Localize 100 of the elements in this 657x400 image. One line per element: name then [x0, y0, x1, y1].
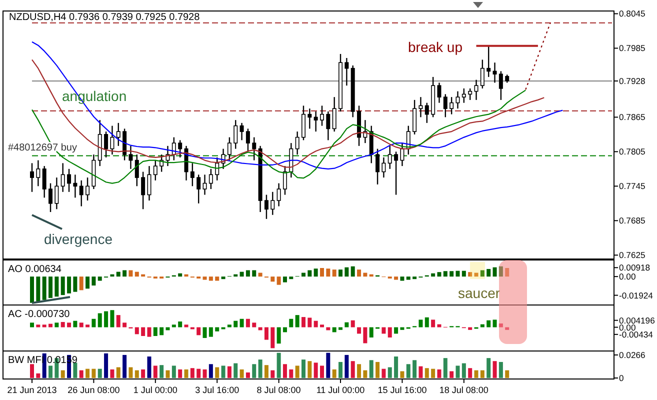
bar	[60, 322, 65, 328]
candlestick	[462, 88, 466, 104]
bar	[215, 276, 220, 281]
bar	[314, 362, 318, 378]
bar	[79, 322, 84, 328]
bar	[92, 276, 96, 286]
bar	[486, 358, 491, 378]
bar	[240, 318, 244, 328]
chart-title: NZDUSD,H4 0.7936 0.7939 0.7925 0.7928	[9, 12, 200, 23]
bar	[208, 327, 213, 337]
bar	[160, 365, 164, 378]
bar	[42, 324, 46, 328]
candlestick	[308, 108, 312, 130]
bar	[505, 268, 510, 277]
candlestick	[86, 176, 90, 202]
annotation: saucer	[458, 285, 500, 301]
bar	[350, 266, 355, 277]
bar	[270, 276, 275, 282]
bar	[289, 369, 294, 378]
bar	[110, 310, 114, 328]
candlestick	[141, 171, 146, 210]
bar	[382, 368, 386, 378]
bar	[326, 352, 330, 378]
y-tick-label: 0.7985	[619, 43, 646, 54]
bar	[326, 268, 330, 277]
candlestick	[437, 82, 442, 104]
candlestick	[147, 165, 152, 202]
candlestick	[376, 148, 380, 186]
bar	[227, 366, 232, 378]
bar	[215, 367, 220, 378]
candlestick	[30, 162, 34, 192]
bar	[505, 327, 510, 330]
bar	[498, 266, 503, 277]
bar	[357, 364, 362, 378]
bar	[350, 320, 355, 328]
bar	[128, 270, 133, 277]
bar	[357, 327, 362, 334]
bar	[86, 324, 90, 328]
bar	[202, 327, 207, 338]
candlestick	[190, 162, 194, 187]
bar	[308, 270, 312, 277]
bar	[344, 267, 349, 277]
bar	[456, 366, 460, 378]
bar	[104, 353, 108, 378]
bar	[60, 276, 65, 296]
bar	[54, 276, 59, 297]
bar	[282, 327, 287, 332]
bar	[116, 367, 120, 378]
bar	[344, 354, 349, 378]
bar	[332, 327, 336, 332]
bar	[184, 324, 188, 328]
bar	[73, 320, 78, 328]
bar	[468, 272, 472, 277]
bar	[270, 370, 275, 378]
bar	[320, 366, 324, 378]
candlestick	[456, 90, 460, 110]
bar	[208, 276, 213, 281]
candlestick	[110, 125, 114, 156]
bar	[208, 364, 213, 378]
bar	[246, 318, 250, 328]
candlestick	[128, 145, 133, 170]
bar	[443, 358, 448, 378]
bar	[424, 368, 429, 378]
bar	[406, 276, 410, 280]
bar	[141, 327, 146, 336]
candlestick	[202, 174, 207, 196]
annotation: divergence	[44, 231, 113, 247]
bar	[227, 324, 232, 328]
y-tick-label: 0.7805	[619, 146, 646, 157]
bar	[73, 362, 78, 378]
bar	[30, 322, 34, 328]
candlestick	[73, 174, 78, 198]
bar	[363, 327, 368, 344]
bar	[48, 324, 53, 328]
bar	[86, 368, 90, 378]
bar	[450, 371, 454, 378]
bar	[79, 276, 84, 290]
bar	[338, 362, 343, 378]
bar	[406, 364, 410, 378]
bar	[110, 369, 114, 378]
x-tick-label: 21 Jun 2013	[7, 385, 57, 395]
bar	[382, 327, 386, 334]
bar	[258, 272, 262, 277]
candlestick	[246, 128, 250, 152]
y-tick-label: 0.7928	[619, 76, 646, 86]
bar	[196, 327, 201, 336]
bar	[295, 366, 300, 378]
y-tick-label: -0.01924	[619, 290, 654, 300]
candlestick	[208, 168, 213, 190]
chart-title: AC -0.000730	[8, 309, 70, 320]
bar	[98, 276, 102, 281]
bar	[258, 360, 262, 378]
bar	[73, 276, 78, 292]
y-tick-label: 0.7745	[619, 181, 646, 192]
bar	[450, 271, 454, 277]
bar	[178, 321, 182, 328]
y-tick-label: 0.7625	[619, 250, 646, 260]
x-tick-label: 18 Jul 08:00	[439, 385, 488, 395]
candlestick	[295, 130, 300, 156]
bar	[134, 272, 139, 277]
